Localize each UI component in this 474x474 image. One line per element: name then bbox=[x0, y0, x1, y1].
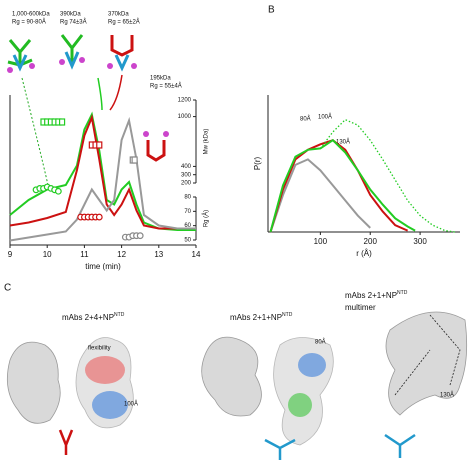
data-point bbox=[58, 118, 66, 126]
y-tick-label: 50 bbox=[184, 238, 191, 244]
annotation: flexibility bbox=[88, 346, 111, 352]
panel-title: multimer bbox=[345, 303, 376, 312]
series-line bbox=[9, 113, 196, 230]
series-line bbox=[319, 118, 456, 233]
annotation: Rg = 55±4Å bbox=[150, 83, 182, 90]
annotation: 195kDa bbox=[150, 76, 171, 82]
annotation: 80Å bbox=[300, 116, 311, 123]
series-line bbox=[269, 158, 371, 233]
antibody-icons bbox=[7, 34, 169, 186]
x-tick-label: 9 bbox=[8, 250, 13, 259]
annotation: 390kDa bbox=[60, 12, 81, 18]
series-line bbox=[9, 111, 196, 231]
data-point bbox=[54, 187, 62, 195]
x-tick-label: 10 bbox=[43, 250, 52, 259]
annotation: 130Å bbox=[440, 392, 454, 399]
panel-title: mAbs 2+1+NPNTD bbox=[345, 290, 408, 300]
y-tick-label: 400 bbox=[181, 164, 192, 170]
x-axis-label: time (min) bbox=[85, 262, 121, 271]
annotation: 1,000-600kDa bbox=[12, 12, 50, 18]
annotation: 100Å bbox=[318, 114, 332, 121]
x-axis-label: r (Å) bbox=[356, 249, 372, 258]
x-tick-label: 300 bbox=[413, 237, 427, 246]
y-tick-label: 1200 bbox=[178, 98, 192, 104]
y-tick-label: 300 bbox=[181, 172, 192, 178]
data-point bbox=[131, 156, 138, 164]
series-line bbox=[269, 138, 416, 233]
annotation: Rg 74±3Å bbox=[60, 19, 87, 26]
data-point bbox=[136, 232, 144, 240]
y-tick-label: 80 bbox=[184, 195, 191, 201]
x-tick-label: 14 bbox=[192, 250, 201, 259]
x-tick-label: 200 bbox=[364, 237, 378, 246]
data-point bbox=[96, 141, 103, 149]
y-tick-label: 200 bbox=[181, 181, 192, 187]
panel-title: mAbs 2+1+NPNTD bbox=[230, 312, 293, 322]
annotation: 100Å bbox=[124, 401, 138, 408]
y-tick-label: 70 bbox=[184, 209, 191, 215]
panel-label: B bbox=[268, 5, 275, 16]
x-tick-label: 12 bbox=[117, 250, 126, 259]
panel-label: C bbox=[4, 283, 11, 294]
x-tick-label: 11 bbox=[80, 250, 89, 259]
annotation: 370kDa bbox=[108, 12, 129, 18]
envelopes bbox=[6, 311, 468, 460]
x-tick-label: 100 bbox=[314, 237, 328, 246]
annotation: 80Å bbox=[315, 339, 326, 346]
y-axis-label: P(r) bbox=[253, 157, 262, 171]
panel-title: mAbs 2+4+NPNTD bbox=[62, 312, 125, 322]
annotation: Rg = 90-80Å bbox=[12, 19, 46, 26]
y-axis-label: Rg (Å) bbox=[203, 210, 210, 227]
data-point bbox=[95, 213, 103, 221]
y-tick-label: 60 bbox=[184, 223, 191, 229]
annotation: Rg = 65±2Å bbox=[108, 19, 140, 26]
series-line bbox=[9, 116, 196, 242]
y-axis-label: Mw (kDa) bbox=[204, 129, 210, 155]
y-tick-label: 1000 bbox=[178, 114, 192, 120]
x-tick-label: 13 bbox=[154, 250, 163, 259]
series-line bbox=[269, 139, 409, 233]
annotation: 130Å bbox=[336, 139, 350, 146]
